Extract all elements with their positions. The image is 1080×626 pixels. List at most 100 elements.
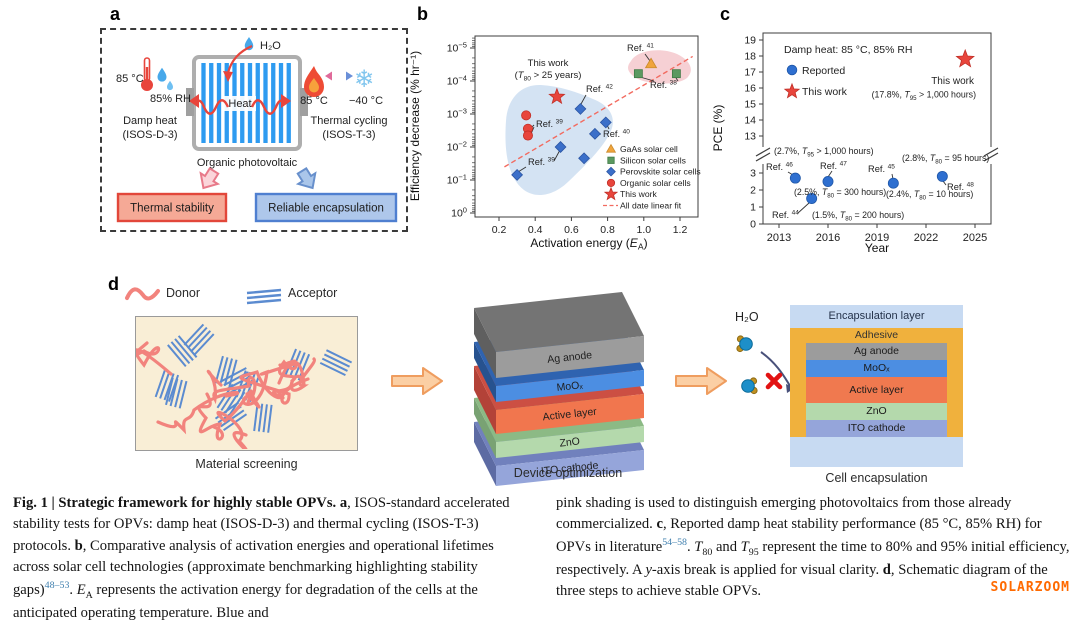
condition-label: Damp heat: 85 °C, 85% RH <box>784 44 913 56</box>
data-point-circle <box>887 177 899 189</box>
data-point-circle <box>786 64 798 76</box>
y-tick-label: 15 <box>744 99 756 111</box>
y-tick-label: 10−5 <box>447 41 467 55</box>
h2o-label: H₂O <box>735 310 759 324</box>
axis-break-mark <box>755 152 771 162</box>
caption-text: , Comparative analysis of activation ene… <box>13 537 494 598</box>
y-tick-label: 10−3 <box>447 107 467 121</box>
citation-link[interactable]: 54–58 <box>662 536 687 548</box>
encap-layer-3: Active layer <box>806 377 947 403</box>
stack-layer-label: ZnO <box>559 435 581 449</box>
y-tick-label: 16 <box>744 83 756 95</box>
caption-text: y <box>645 562 652 579</box>
this-work-note: (17.8%, T95 > 1,000 hours) <box>872 90 976 103</box>
data-point-diamond <box>606 166 616 177</box>
x-tick-label: 2016 <box>816 232 840 244</box>
caption-text: , Reported damp heat stability performan… <box>556 516 1042 555</box>
caption-text: , ISOS-standard accelerated stability te… <box>13 495 510 554</box>
device-label: Organic photovoltaic <box>197 157 298 169</box>
data-point-circle <box>521 110 532 121</box>
legend-label: Perovskite solar cells <box>620 167 701 177</box>
blend-morphology-graphic <box>128 323 353 452</box>
data-point-square <box>633 69 643 79</box>
leader-line <box>675 77 679 82</box>
caption-left-column: Fig. 1 | Strategic framework for highly … <box>13 493 526 624</box>
data-point-square <box>607 156 615 164</box>
caption-text: d <box>882 562 891 579</box>
stack-layer-label: MoOₓ <box>556 379 584 394</box>
y-axis-title: PCE (%) <box>711 105 725 152</box>
ref-label: Ref. 39 <box>528 157 555 168</box>
water-molecule-icon <box>741 377 758 395</box>
encap-layer-5: ITO cathode <box>806 420 947 437</box>
data-point-diamond <box>511 168 524 181</box>
encapsulation-layer-label: Encapsulation layer <box>828 310 925 322</box>
data-point-star <box>603 186 619 201</box>
encap-layer-4: ZnO <box>806 403 947 420</box>
y-tick-label: 1 <box>750 202 756 214</box>
y-tick-label: 10−2 <box>447 140 467 154</box>
blocked-x-icon <box>765 372 783 390</box>
linear-fit-line <box>504 55 694 168</box>
stack-layer-label: Active layer <box>542 406 598 424</box>
device-tab-left <box>186 88 194 116</box>
data-point-circle <box>822 176 834 187</box>
damp-heat-temp: 85 °C <box>116 73 144 85</box>
data-point-square <box>671 69 681 79</box>
encapsulated-cell-graphic: Encapsulation layer Adhesive Ag anode MoOₓ A… <box>790 305 963 467</box>
axis-break-mark <box>983 152 999 162</box>
panel-label-a: a <box>110 4 121 24</box>
caption-text: E <box>76 581 86 598</box>
stack-layer-label: Ag anode <box>547 349 593 366</box>
leader-line <box>827 170 833 178</box>
water-ingress-arrow <box>226 44 253 74</box>
water-molecule-icon <box>736 335 753 353</box>
plot-frame <box>474 35 699 218</box>
series-silicon-solar-cells <box>633 69 681 79</box>
y-tick-label: 14 <box>744 115 756 127</box>
step-arrow-2 <box>675 367 727 395</box>
acceptor-cluster <box>167 335 198 368</box>
ref-label: Ref. 40 <box>603 129 630 140</box>
caption-text: a <box>339 495 348 511</box>
data-point-circle <box>522 130 533 141</box>
blue-shaded-region <box>505 84 613 196</box>
damp-heat-rh: 85% RH <box>150 93 191 105</box>
adhesive-frame: Adhesive Ag anode MoOₓ Active layer ZnO ITO c… <box>790 328 963 437</box>
caption-text: represents the activation energy for deg… <box>13 581 478 621</box>
ref-label: Ref. 41 <box>627 43 654 54</box>
ref-label: Ref. 42 <box>586 84 613 95</box>
ref-label: Ref. 48 <box>947 182 974 193</box>
legend-label: All date linear fit <box>620 201 682 211</box>
leader-line <box>644 53 651 62</box>
this-work-note-1: This work <box>528 58 569 69</box>
legend-label: Organic solar cells <box>620 178 691 188</box>
series-organic-solar-cells <box>521 110 533 141</box>
hot-cold-arrowhead-left <box>325 71 332 81</box>
y-tick-label: 0 <box>750 219 756 231</box>
ref-label: Ref. 39 <box>536 119 563 130</box>
panel-a-graphic: H₂O Heat Organic photovoltaic 85 °C 85% … <box>116 37 398 223</box>
legend-label: Silicon solar cells <box>620 155 686 165</box>
y-tick-label: 18 <box>744 51 756 63</box>
cycling-hot-temp: 85 °C <box>300 95 328 107</box>
point-note: (2.7%, T95 > 1,000 hours) <box>774 146 874 159</box>
donor-squiggle <box>239 370 310 405</box>
citation-link[interactable]: 48–53 <box>44 579 70 591</box>
legend-label: This work <box>620 189 657 199</box>
caption-text: 95 <box>748 546 759 558</box>
donor-squiggle <box>156 390 240 435</box>
acceptor-label: Acceptor <box>288 286 338 300</box>
heat-arrowhead-right <box>281 94 291 108</box>
y-tick-label: 10−4 <box>447 74 467 88</box>
chart-activation-energy: Ref. 41 Ref. 38 Ref. 42 Ref. 39 Ref. 40 Ref. … <box>408 35 701 252</box>
panel-label-b: b <box>417 4 428 24</box>
droplet-icon-large <box>157 67 167 82</box>
leader-line <box>797 202 810 214</box>
data-point-diamond <box>578 152 591 165</box>
data-point-star <box>548 87 566 105</box>
encap-outcome-arrow <box>295 166 317 190</box>
water-blocking-graphic: H₂O <box>735 310 795 395</box>
snowflake-icon: ❄ <box>354 66 374 93</box>
caption-text: , Schematic diagram of the three steps t… <box>556 562 1048 600</box>
